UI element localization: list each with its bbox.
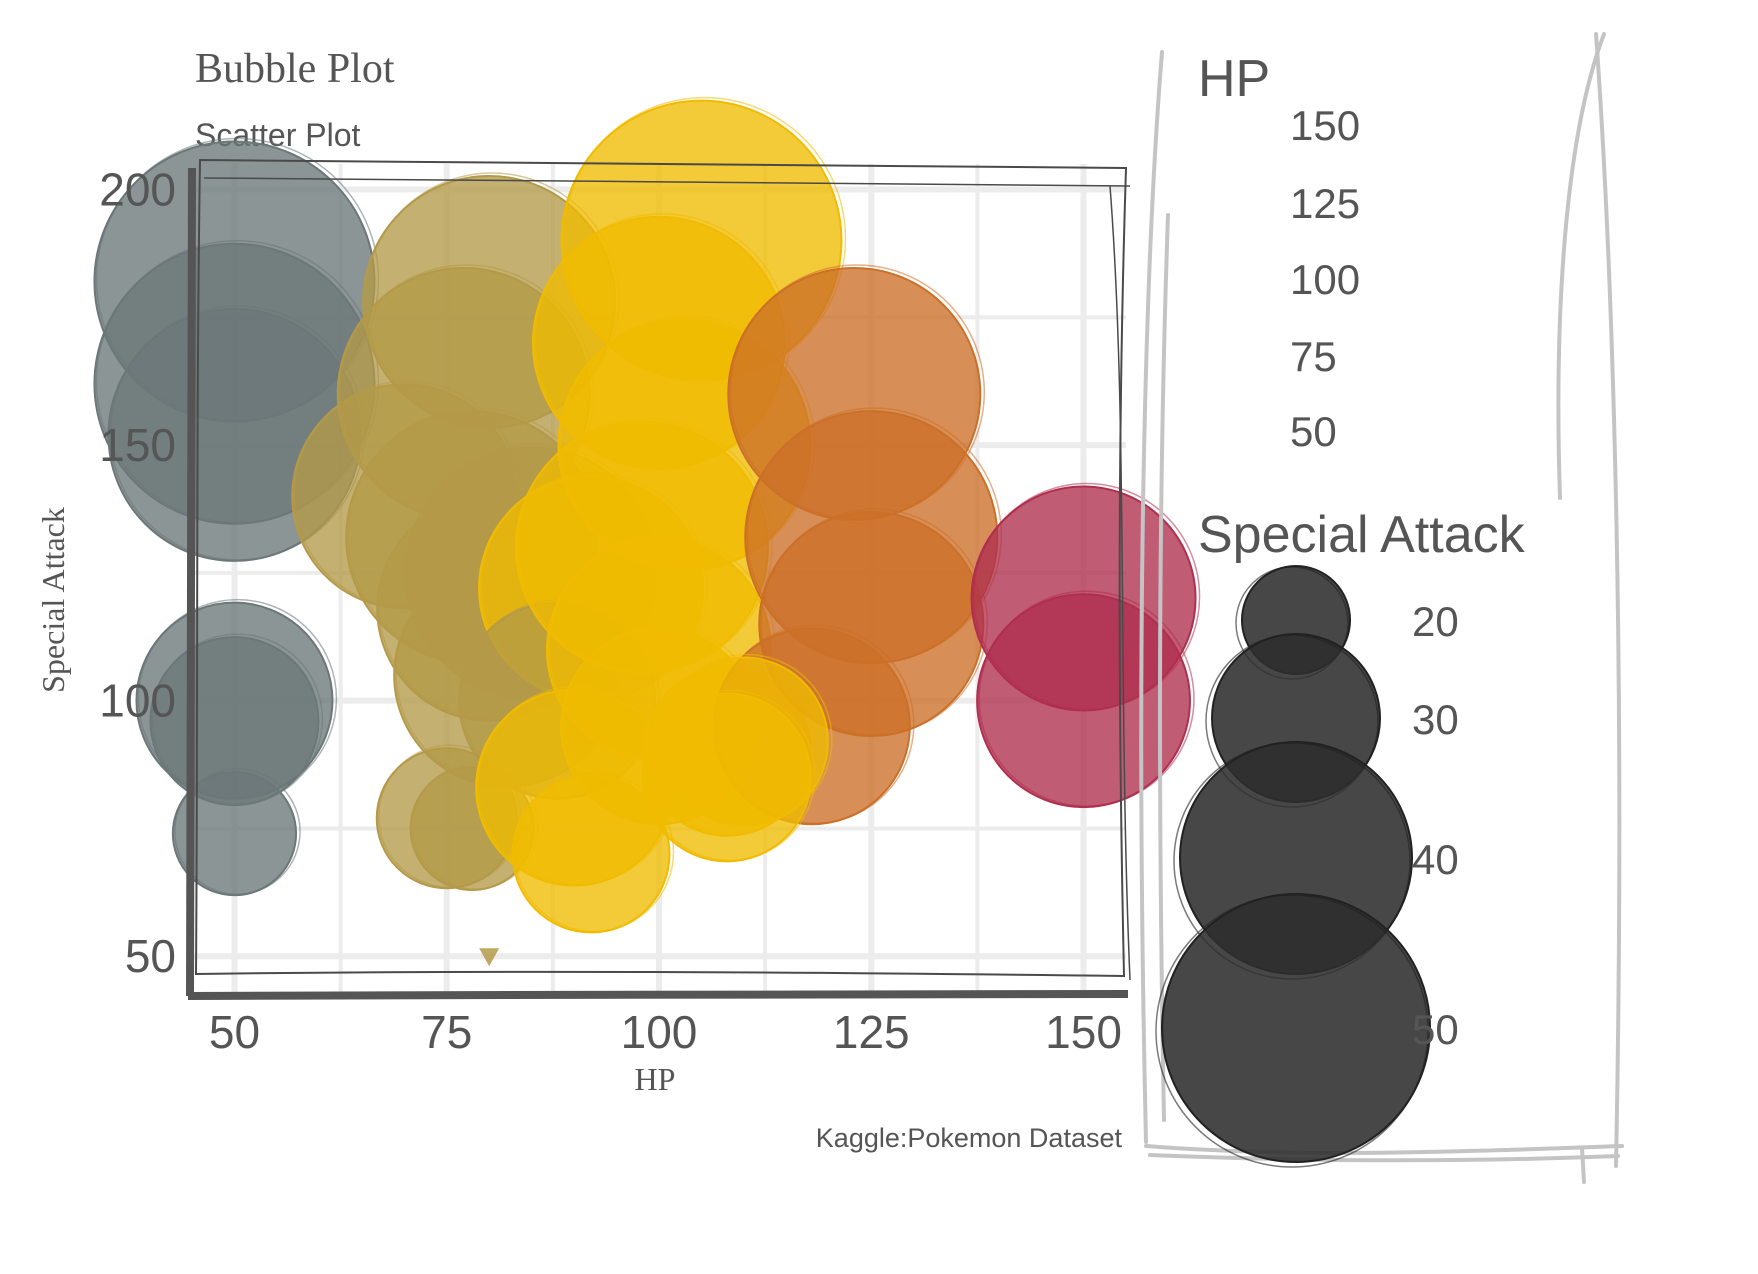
x-axis-ticks: 50 75 100 125 150 bbox=[209, 1006, 1122, 1058]
legend-size-label: 50 bbox=[1412, 1006, 1459, 1053]
bubbles bbox=[93, 96, 1201, 967]
panel-border-line bbox=[203, 177, 1131, 981]
x-tick-label: 100 bbox=[621, 1006, 698, 1058]
legend-hp-labels: 150 125 100 75 50 bbox=[1290, 102, 1360, 455]
x-tick-label: 125 bbox=[833, 1006, 910, 1058]
legend-size-label: 30 bbox=[1412, 696, 1459, 743]
y-tick-label: 150 bbox=[99, 419, 176, 471]
y-tick-label: 100 bbox=[99, 675, 176, 727]
legend-size-title: Special Attack bbox=[1198, 506, 1526, 564]
legend-hp-label: 75 bbox=[1290, 333, 1337, 380]
legend-size-outline bbox=[1155, 894, 1429, 1168]
chart-title: Bubble Plot bbox=[195, 46, 395, 92]
bubble-point bbox=[976, 593, 1191, 809]
x-axis-label: HP bbox=[635, 1061, 676, 1097]
y-axis-line bbox=[186, 167, 196, 997]
y-tick-label: 200 bbox=[99, 164, 176, 216]
bubble-point bbox=[479, 948, 500, 967]
panel-border bbox=[186, 158, 1131, 1000]
x-tick-label: 150 bbox=[1045, 1006, 1122, 1058]
legend-size-items: 20 30 40 50 bbox=[1155, 565, 1459, 1168]
panel-border-line bbox=[194, 158, 1128, 978]
legend-hp-label: 100 bbox=[1290, 256, 1360, 303]
y-axis-ticks: 50 100 150 200 bbox=[99, 164, 176, 983]
bubble-outline bbox=[978, 590, 1195, 807]
legend-hp-label: 50 bbox=[1290, 408, 1337, 455]
bubble-outline bbox=[174, 768, 301, 895]
legend-hp-label: 150 bbox=[1290, 102, 1360, 149]
bubble-point bbox=[641, 692, 812, 863]
x-tick-label: 75 bbox=[421, 1006, 472, 1058]
legend-hp-label: 125 bbox=[1290, 180, 1360, 227]
chart-caption: Kaggle:Pokemon Dataset bbox=[816, 1123, 1123, 1153]
bubble-outline bbox=[644, 689, 816, 862]
legend-size-label: 20 bbox=[1412, 598, 1459, 645]
x-tick-label: 50 bbox=[209, 1006, 260, 1058]
y-axis-label: Special Attack bbox=[35, 507, 71, 693]
legend-frame bbox=[1139, 32, 1624, 1184]
legend-hp-title: HP bbox=[1198, 50, 1270, 108]
y-tick-label: 50 bbox=[125, 930, 176, 982]
legend-size-label: 40 bbox=[1412, 836, 1459, 883]
bubble-point bbox=[171, 770, 298, 897]
legend-size-bubble bbox=[1161, 893, 1431, 1163]
x-axis-line bbox=[187, 990, 1129, 1000]
